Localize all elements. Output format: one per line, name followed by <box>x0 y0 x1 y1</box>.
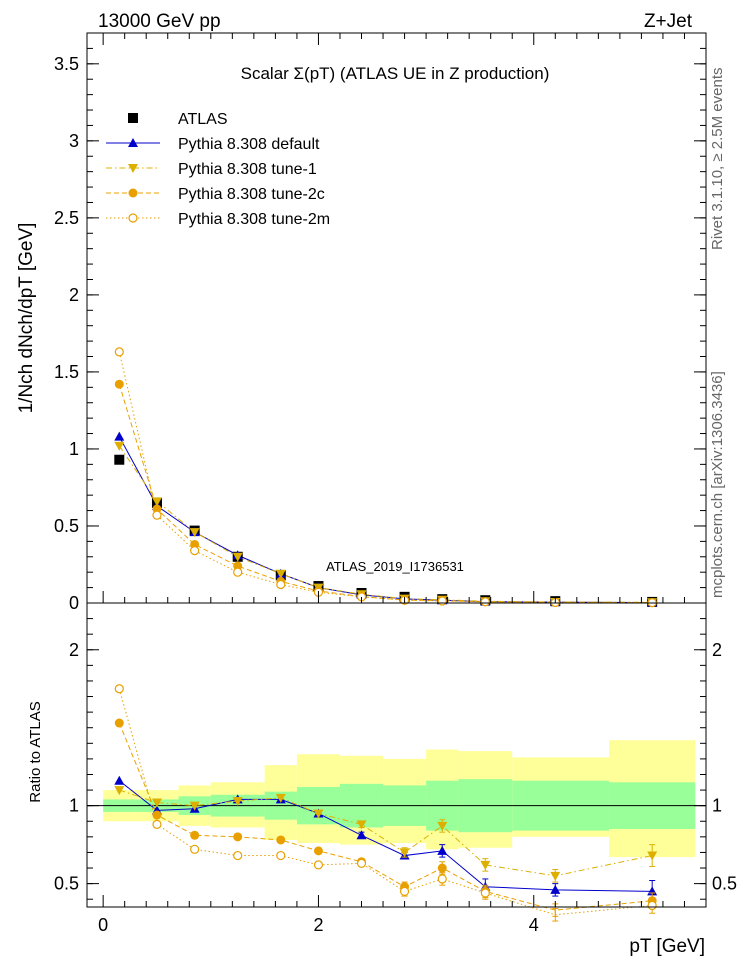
main-point <box>480 597 490 607</box>
ratio-point <box>313 846 323 856</box>
x-tick-label: 4 <box>529 915 539 935</box>
ratio-point <box>437 863 447 873</box>
ratio-point <box>313 860 324 870</box>
main-series-line <box>118 445 653 603</box>
legend-label: Pythia 8.308 default <box>178 136 320 153</box>
legend: ATLAS Pythia 8.308 default Pythia 8.308 tu… <box>106 111 330 228</box>
main-point <box>114 347 124 357</box>
y-tick-label: 0.5 <box>54 516 79 536</box>
y-tick-label: 1 <box>69 439 79 459</box>
ratio-point <box>647 851 658 861</box>
ratio-point <box>356 820 367 830</box>
main-series-line <box>118 351 653 604</box>
ratio-point <box>233 850 243 861</box>
main-point <box>114 379 124 389</box>
y-tick-label: 3 <box>69 131 79 151</box>
watermark: ATLAS_2019_I1736531 <box>326 559 464 574</box>
ratio-series-line <box>119 789 653 877</box>
ratio-point <box>356 858 367 868</box>
main-point <box>151 497 162 507</box>
main-point <box>190 546 200 556</box>
ratio-point <box>437 821 448 831</box>
y-tick-label-right: 1 <box>712 796 722 816</box>
ratio-series-line <box>118 688 653 916</box>
ratio-point <box>114 684 124 694</box>
ratio-point <box>276 835 286 845</box>
y-tick-label: 1 <box>69 796 79 816</box>
ratio-point <box>190 830 200 840</box>
ratio-point <box>190 844 200 854</box>
main-point <box>276 579 286 590</box>
ratio-point <box>276 850 286 861</box>
y-tick-label: 2.5 <box>54 208 79 228</box>
y-tick-label-right: 2 <box>712 640 722 660</box>
main-ylabel: 1/Nch dNch/dpT [GeV] <box>16 223 37 414</box>
side-label-top: Rivet 3.1.10, ≥ 2.5M events <box>709 68 726 251</box>
ratio-ylabel: Ratio to ATLAS <box>27 701 44 802</box>
ratio-point <box>356 830 367 840</box>
y-tick-label-right: 0.5 <box>712 874 737 894</box>
y-tick-label: 0.5 <box>54 874 79 894</box>
ratio-point <box>550 871 561 881</box>
x-tick-label: 2 <box>313 915 323 935</box>
main-point <box>275 569 286 579</box>
legend-marker <box>128 188 138 198</box>
ratio-point <box>232 796 243 806</box>
y-tick-label: 2 <box>69 285 79 305</box>
ratio-point <box>233 832 243 842</box>
y-tick-label: 1.5 <box>54 362 79 382</box>
ratio-panel: 0.5 0.5 1 1 2 2 0 2 4 Ratio to ATLAS pT [GeV] <box>27 33 737 957</box>
ratio-point <box>114 718 124 728</box>
ratio-series-line <box>118 722 653 911</box>
main-point <box>233 567 243 577</box>
ratio-point <box>152 819 162 829</box>
main-series-line <box>118 384 653 604</box>
legend-label: Pythia 8.308 tune-2c <box>178 186 325 203</box>
x-tick-label: 0 <box>98 915 108 935</box>
legend-label: Pythia 8.308 tune-2m <box>178 211 330 228</box>
legend-marker <box>128 164 138 173</box>
legend-label: ATLAS <box>178 111 228 128</box>
legend-label: Pythia 8.308 tune-1 <box>178 161 317 178</box>
header-left: 13000 GeV pp <box>98 11 221 32</box>
ratio-series-line <box>118 780 653 892</box>
ratio-point <box>114 786 125 796</box>
ratio-point <box>152 810 162 820</box>
ratio-point <box>480 860 491 870</box>
ratio-point <box>437 845 448 855</box>
legend-marker <box>128 113 138 123</box>
y-tick-label: 3.5 <box>54 54 79 74</box>
ratio-frame <box>86 602 707 908</box>
y-tick-label: 0 <box>69 593 79 613</box>
ratio-point <box>550 884 561 894</box>
main-point <box>152 510 162 520</box>
ratio-point <box>114 775 125 785</box>
ratio-point <box>647 900 657 911</box>
ratio-point <box>151 798 162 808</box>
header-right: Z+Jet <box>644 11 693 32</box>
main-series-line <box>118 436 653 604</box>
main-title: Scalar Σ(pT) (ATLAS UE in Z production) <box>241 64 550 83</box>
ratio-point <box>399 848 410 858</box>
main-point <box>114 431 125 441</box>
ratio-point <box>399 886 410 897</box>
ratio-point <box>437 874 447 884</box>
main-point <box>114 454 125 465</box>
x-axis-label: pT [GeV] <box>629 936 705 957</box>
ratio-point <box>189 801 200 811</box>
main-point <box>437 596 447 606</box>
ratio-point <box>480 888 490 898</box>
ratio-point <box>275 793 286 803</box>
legend-marker <box>128 213 138 223</box>
main-panel: ATLAS_2019_I1736531 0 0.5 1 1.5 2 2.5 3 3.5 Sca… <box>16 32 707 613</box>
side-label-bottom: mcplots.cern.ch [arXiv:1306.3436] <box>709 371 726 598</box>
main-point <box>232 552 243 562</box>
y-tick-label: 2 <box>69 640 79 660</box>
main-point <box>114 441 125 451</box>
ratio-point <box>313 809 324 819</box>
main-point <box>189 528 200 538</box>
legend-marker <box>128 138 138 147</box>
